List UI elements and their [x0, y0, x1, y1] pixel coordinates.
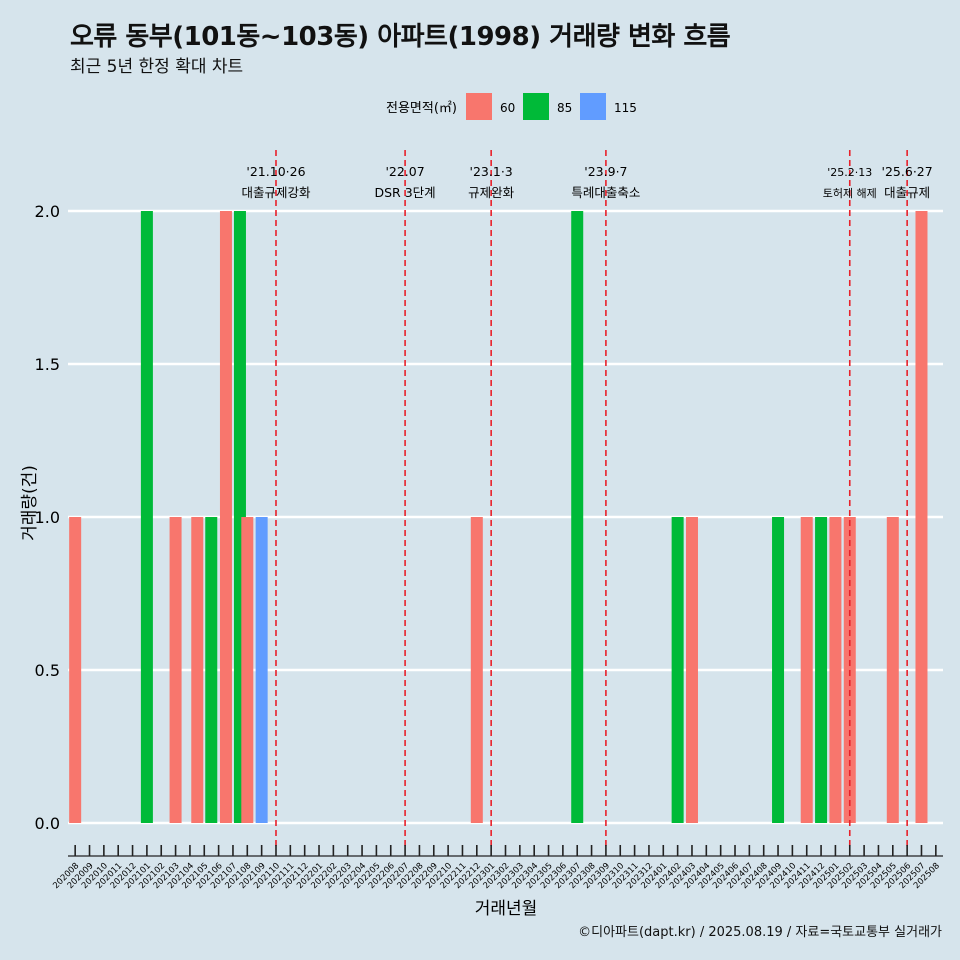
bar-202107-60	[219, 211, 232, 823]
y-tick-label: 1.5	[35, 355, 60, 374]
x-axis-label: 거래년월	[475, 899, 538, 919]
event-label: 규제완화	[468, 185, 515, 200]
legend-label-115: 115	[614, 101, 637, 115]
bar-202403-60	[685, 517, 698, 823]
event-date: '25.2·13	[827, 166, 872, 179]
event-date: '23.9·7	[584, 164, 627, 179]
legend-swatch-115	[580, 93, 606, 120]
y-tick-label: 2.0	[35, 202, 60, 221]
bar-202409-85	[772, 517, 785, 823]
chart-subtitle: 최근 5년 한정 확대 차트	[70, 57, 244, 77]
event-markers: '21.10·26 대출규제강화 '22.07 DSR 3단계 '23.1·3 규제완화 '…	[241, 150, 933, 850]
event-label: DSR 3단계	[375, 185, 436, 200]
legend-title: 전용면적(㎡)	[386, 101, 457, 116]
bars	[69, 211, 928, 823]
legend-label-85: 85	[557, 101, 572, 115]
event-date: '22.07	[385, 164, 424, 179]
legend: 전용면적(㎡) 60 85 115	[386, 93, 637, 120]
y-tick-label: 0.5	[35, 661, 60, 680]
chart-caption: ©디아파트(dapt.kr) / 2025.08.19 / 자료=국토교통부 실…	[578, 925, 942, 940]
chart-title: 오류 동부(101동~103동) 아파트(1998) 거래량 변화 흐름	[70, 22, 731, 52]
bar-202101-85	[140, 211, 153, 823]
event-date: '25.6·27	[882, 164, 933, 179]
y-tick-label: 0.0	[35, 814, 60, 833]
legend-swatch-60	[466, 93, 492, 120]
event-label: 대출규제강화	[241, 185, 311, 200]
event-date: '21.10·26	[246, 164, 305, 179]
bar-202109-115	[255, 517, 268, 823]
y-axis-label: 거래량(건)	[20, 465, 40, 541]
legend-swatch-85	[523, 93, 549, 120]
bar-202103-60	[169, 517, 182, 823]
bar-202307-85	[571, 211, 584, 823]
event-label: 토허제 해제	[823, 186, 877, 200]
bar-202212-60	[470, 517, 483, 823]
bar-202105-85	[205, 517, 218, 823]
event-date: '23.1·3	[470, 164, 513, 179]
event-label: 특례대출축소	[571, 185, 640, 200]
event-label: 대출규제	[884, 185, 930, 200]
bar-202505-60	[886, 517, 899, 823]
legend-label-60: 60	[500, 101, 515, 115]
bar-202411-60	[800, 517, 813, 823]
bar-202501-60	[829, 517, 842, 823]
bar-202105-60	[191, 517, 204, 823]
bar-202507-60	[915, 211, 928, 823]
bar-202108-60	[241, 517, 254, 823]
y-tick-label: 1.0	[35, 508, 60, 527]
bar-202412-85	[815, 517, 828, 823]
bar-202402-85	[671, 517, 684, 823]
bar-202008-60	[69, 517, 82, 823]
